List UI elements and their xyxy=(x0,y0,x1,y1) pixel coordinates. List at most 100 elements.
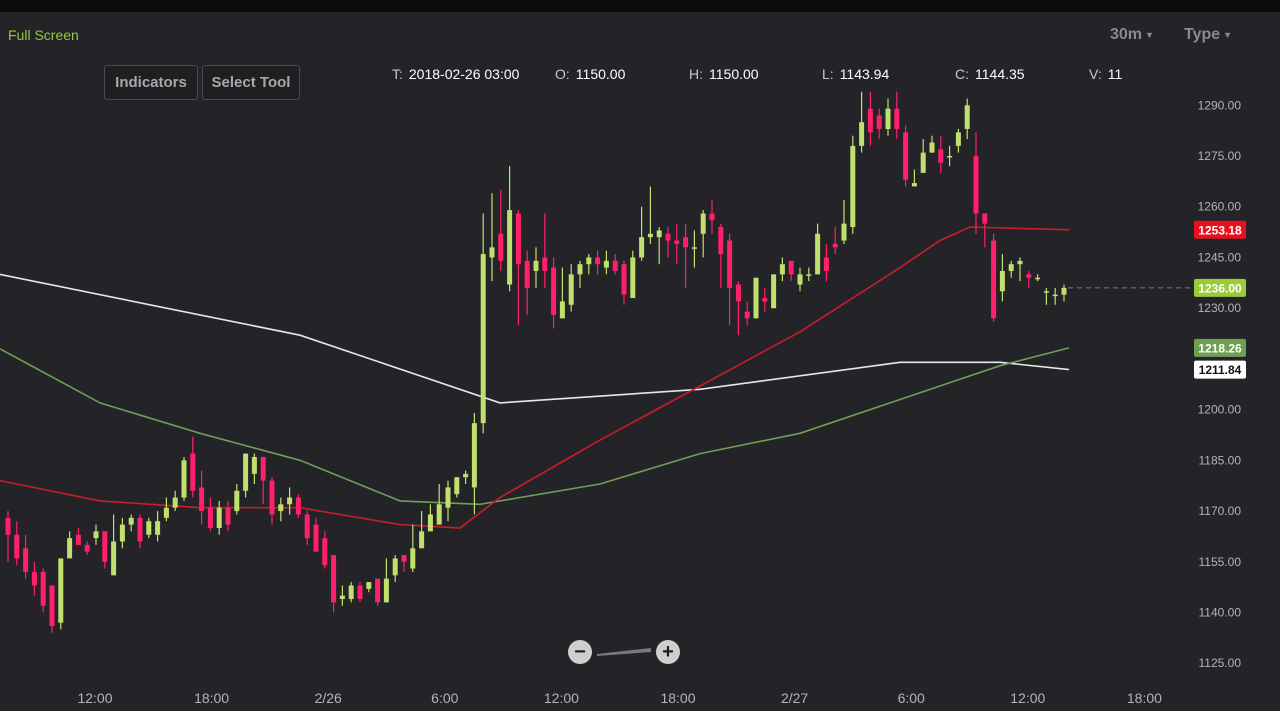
indicators-button[interactable]: Indicators xyxy=(104,65,198,100)
price-label-text: 1253.18 xyxy=(1198,223,1242,237)
candle-body xyxy=(920,152,926,173)
candle-body xyxy=(84,544,90,552)
x-tick-label: 18:00 xyxy=(194,690,229,706)
zoom-in-button[interactable]: + xyxy=(656,640,680,664)
candle-body xyxy=(304,514,310,539)
moving-average-line xyxy=(0,347,1070,506)
candle-body xyxy=(436,504,442,525)
candle-body xyxy=(753,277,759,319)
candle-body xyxy=(507,210,513,285)
candle-body xyxy=(1035,277,1041,280)
ohlc-high: H: 1150.00 xyxy=(689,66,759,82)
candle-body xyxy=(155,521,161,535)
full-screen-button[interactable]: Full Screen xyxy=(8,27,79,43)
candle-body xyxy=(93,531,99,539)
candle-body xyxy=(577,264,583,275)
candle-body xyxy=(322,538,328,566)
interval-dropdown[interactable]: 30m ▼ xyxy=(1110,26,1154,44)
candle-body xyxy=(75,534,81,545)
candle-body xyxy=(691,247,697,249)
candle-body xyxy=(647,233,653,238)
y-tick-label: 1185.00 xyxy=(1199,453,1242,467)
open-label: O: xyxy=(555,66,570,82)
candle-body xyxy=(700,213,706,234)
candle-body xyxy=(788,260,794,275)
candle-body xyxy=(859,122,865,146)
candle-body xyxy=(119,524,125,542)
candle-body xyxy=(269,480,275,515)
candle-body xyxy=(480,254,486,424)
candle-body xyxy=(366,582,372,589)
candle-body xyxy=(876,115,882,129)
interval-label: 30m xyxy=(1110,26,1143,43)
candle-body xyxy=(40,571,46,606)
candle-body xyxy=(533,260,539,271)
candle-body xyxy=(797,274,803,285)
candle-body xyxy=(938,149,944,163)
candle-body xyxy=(137,517,143,542)
price-label-text: 1211.84 xyxy=(1199,363,1242,377)
close-label: C: xyxy=(955,66,969,82)
candle-body xyxy=(551,267,557,315)
candle-body xyxy=(568,274,574,305)
candle-body xyxy=(955,132,961,146)
y-tick-label: 1230.00 xyxy=(1198,301,1242,315)
x-tick-label: 18:00 xyxy=(1127,690,1162,706)
select-tool-button[interactable]: Select Tool xyxy=(202,65,300,100)
candle-body xyxy=(727,240,733,288)
candle-body xyxy=(23,548,29,572)
candle-body xyxy=(832,243,838,248)
y-tick-label: 1245.00 xyxy=(1198,250,1242,264)
candle-body xyxy=(779,264,785,275)
y-tick-label: 1200.00 xyxy=(1198,403,1242,417)
candle-body xyxy=(621,264,627,295)
candle-body xyxy=(278,504,284,512)
candle-body xyxy=(595,257,601,265)
x-tick-label: 12:00 xyxy=(77,690,112,706)
close-value: 1144.35 xyxy=(975,66,1025,82)
x-tick-label: 2/26 xyxy=(315,690,342,706)
zoom-out-button[interactable]: − xyxy=(568,640,592,664)
candle-body xyxy=(31,571,37,586)
candle-body xyxy=(929,142,935,153)
candle-body xyxy=(146,521,152,535)
candle-body xyxy=(903,132,909,180)
candle-body xyxy=(181,460,187,498)
time-label: T: xyxy=(392,66,403,82)
candle-body xyxy=(260,456,266,481)
candle-body xyxy=(911,183,917,187)
candle-body xyxy=(454,477,460,495)
moving-average-line xyxy=(0,226,1070,529)
candle-body xyxy=(251,456,257,474)
candle-body xyxy=(410,548,416,569)
candle-body xyxy=(234,490,240,512)
candle-body xyxy=(823,257,829,271)
candle-body xyxy=(762,298,768,302)
x-tick-label: 6:00 xyxy=(898,690,925,706)
zoom-slider[interactable] xyxy=(597,648,651,656)
chevron-down-icon: ▼ xyxy=(1223,29,1233,40)
chart-type-dropdown[interactable]: Type ▼ xyxy=(1184,26,1232,44)
candle-body xyxy=(982,213,988,224)
candle-body xyxy=(586,257,592,265)
candle-body xyxy=(207,507,213,528)
price-label-box xyxy=(1194,278,1246,297)
candle-body xyxy=(524,260,530,288)
low-value: 1143.94 xyxy=(839,66,890,82)
candle-body xyxy=(172,497,178,508)
x-tick-label: 12:00 xyxy=(1010,690,1045,706)
chart-type-label: Type xyxy=(1184,26,1221,43)
candle-body xyxy=(718,227,724,255)
candle-body xyxy=(339,595,345,599)
price-label-box xyxy=(1194,338,1246,357)
volume-value: 11 xyxy=(1107,66,1123,82)
candle-body xyxy=(542,257,548,271)
candle-body xyxy=(375,578,381,603)
y-tick-label: 1290.00 xyxy=(1198,98,1242,112)
candle-body xyxy=(419,531,425,549)
candle-body xyxy=(243,453,249,491)
candle-body xyxy=(111,541,117,576)
candle-body xyxy=(102,531,108,562)
candle-body xyxy=(1017,260,1023,265)
